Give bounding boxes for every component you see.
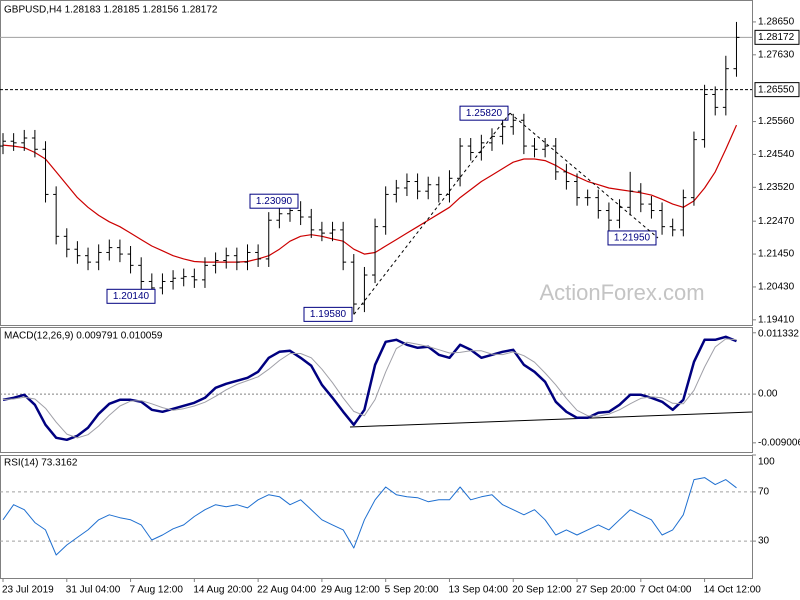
- series-line: [2, 477, 737, 556]
- price-title: GBPUSD,H4 1.28183 1.28185 1.28156 1.2817…: [4, 5, 218, 16]
- macd-support-line: [349, 411, 753, 428]
- x-tick-label: 5 Sep 20:00: [385, 585, 439, 596]
- x-tick-label: 20 Sep 12:00: [512, 585, 572, 596]
- series-line: [2, 335, 737, 442]
- annotation-label: 1.21950: [614, 233, 651, 244]
- macd-panel-frame: [0, 327, 753, 453]
- price-panel-frame: [0, 0, 753, 326]
- trend-line: [509, 112, 659, 239]
- y-tick-label: 0.00: [758, 389, 778, 400]
- moving-average: [2, 124, 738, 263]
- x-tick-label: 23 Jul 2019: [2, 585, 54, 596]
- y-tick-label: 100: [758, 457, 775, 468]
- annotation-box: [303, 306, 353, 322]
- annotation-box: [249, 193, 299, 209]
- macd-title: MACD(12,26,9) 0.009791 0.010059: [4, 331, 163, 342]
- series-line: [2, 338, 737, 439]
- x-tick-label: 22 Aug 04:00: [257, 585, 316, 596]
- y-tick-label: 1.23520: [758, 182, 795, 193]
- y-tick-label: 1.19410: [758, 314, 795, 325]
- x-tick-label: 31 Jul 04:00: [66, 585, 121, 596]
- y-tick-label: 1.22470: [758, 216, 795, 227]
- x-tick-label: 13 Sep 04:00: [448, 585, 508, 596]
- x-tick-label: 29 Aug 12:00: [321, 585, 380, 596]
- x-tick-label: 14 Aug 20:00: [193, 585, 252, 596]
- y-tick-label: 1.28650: [758, 17, 795, 28]
- y-tick-label: 1.25560: [758, 116, 795, 127]
- y-tick-label: 1.24540: [758, 149, 795, 160]
- x-tick-label: 27 Sep 20:00: [576, 585, 636, 596]
- annotation-box: [106, 288, 156, 304]
- x-tick-label: 7 Oct 04:00: [640, 585, 692, 596]
- y-tick-label: -0.009006: [758, 437, 800, 448]
- annotation-box: [607, 230, 657, 246]
- price-level-label: 1.26550: [758, 84, 795, 95]
- annotation-label: 1.25820: [466, 108, 503, 119]
- y-tick-label: 1.27630: [758, 49, 795, 60]
- annotation-box: [459, 105, 509, 121]
- trend-line: [353, 112, 511, 315]
- y-tick-label: 1.21450: [758, 249, 795, 260]
- y-tick-label: 1.20430: [758, 282, 795, 293]
- annotation-label: 1.19580: [310, 309, 347, 320]
- annotation-label: 1.20140: [113, 291, 150, 302]
- price-level-label: 1.28172: [758, 32, 795, 43]
- rsi-panel-frame: [0, 455, 753, 579]
- annotation-label: 1.23090: [256, 196, 293, 207]
- y-tick-label: 0.011332: [758, 329, 799, 340]
- y-tick-label: 70: [758, 487, 770, 498]
- rsi-title: RSI(14) 73.3162: [4, 458, 78, 469]
- y-tick-label: 30: [758, 536, 770, 547]
- x-tick-label: 14 Oct 12:00: [704, 585, 762, 596]
- price-level-box: [754, 29, 800, 45]
- watermark: ActionForex.com: [539, 280, 704, 305]
- price-level-box: [754, 82, 800, 98]
- x-tick-label: 7 Aug 12:00: [130, 585, 184, 596]
